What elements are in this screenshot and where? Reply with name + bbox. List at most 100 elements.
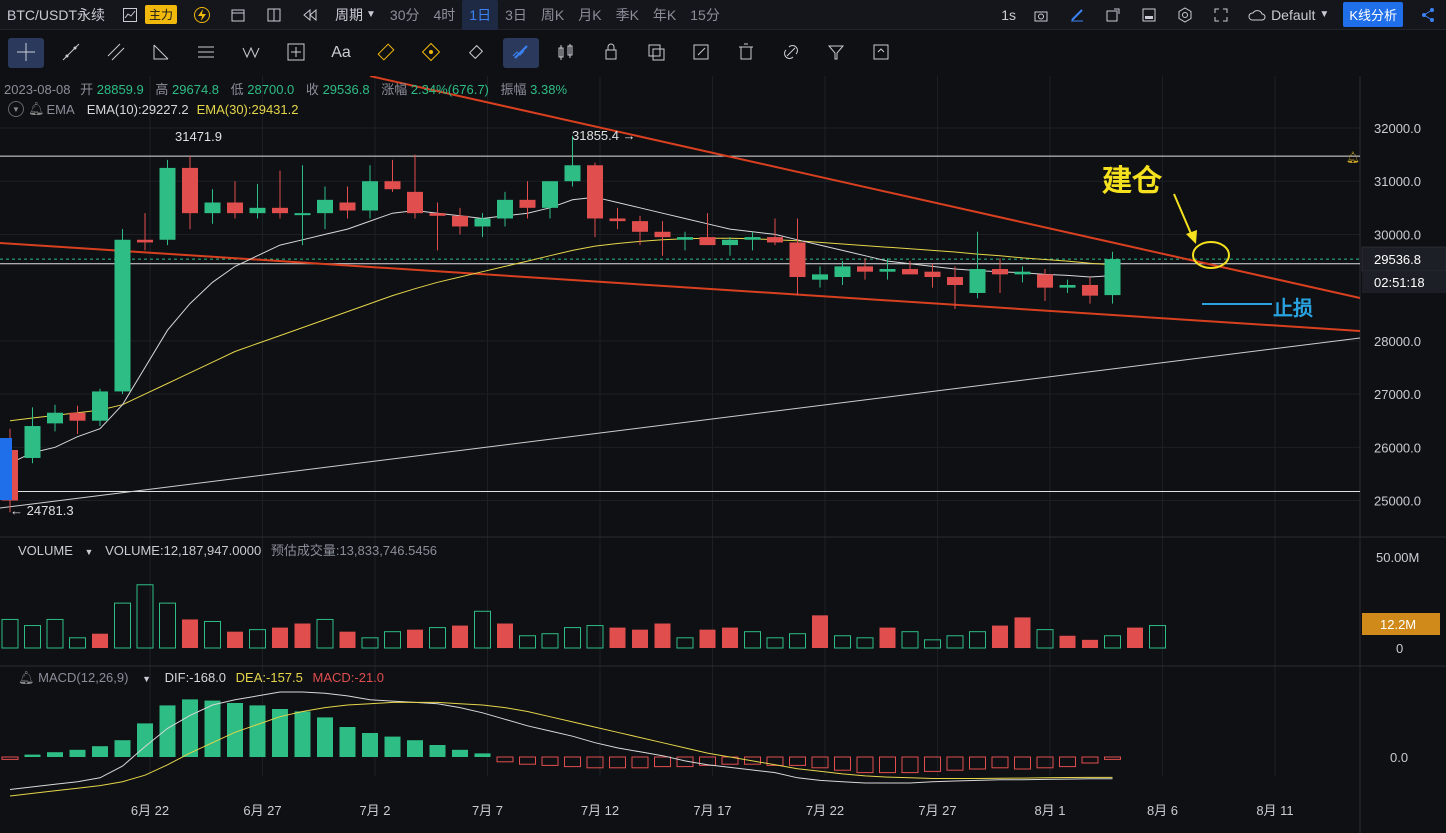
macd-bar: [114, 740, 131, 757]
channel-tool[interactable]: [98, 38, 134, 68]
macd-bar: [586, 756, 604, 769]
volume-bar: [294, 623, 311, 648]
horizontal-lines-icon: [196, 42, 216, 65]
volume-bar: [766, 637, 784, 649]
timeframe-30m[interactable]: 30分: [389, 6, 420, 23]
k-analysis-button[interactable]: K线分析: [1336, 0, 1410, 30]
bell-icon[interactable]: 🔔︎: [28, 101, 45, 116]
macd-bar: [317, 717, 333, 757]
candle-body: [272, 207, 288, 214]
date-label: 7月 22: [806, 803, 844, 818]
volume-bar: [182, 619, 198, 648]
eraser-tool[interactable]: [458, 38, 494, 68]
timeframe-3d[interactable]: 3日: [505, 6, 527, 23]
template-button[interactable]: [1131, 0, 1167, 30]
volume-name: VOLUME: [18, 543, 73, 558]
horizontal-lines-tool[interactable]: [188, 38, 224, 68]
macd-bar: [362, 733, 378, 757]
timeframe-4h[interactable]: 4时: [433, 6, 456, 23]
date-label: 7月 12: [581, 803, 619, 818]
entry-arrow: [1173, 193, 1193, 237]
candle-body: [249, 207, 266, 214]
lock-icon: [601, 42, 621, 65]
angle-tool[interactable]: [143, 38, 179, 68]
symbol-selector[interactable]: BTC/USDT永续: [0, 0, 112, 30]
date-label: 8月 1: [1034, 803, 1065, 818]
filter-tool[interactable]: [818, 38, 854, 68]
refresh-interval[interactable]: 1s: [1001, 6, 1017, 23]
candle-body: [542, 181, 558, 208]
crosshair-tool[interactable]: [8, 38, 44, 68]
wave-tool[interactable]: [233, 38, 269, 68]
replay-button[interactable]: [292, 0, 328, 30]
volume-bar: [519, 635, 536, 649]
candle-body: [339, 202, 356, 211]
macd-bar: [856, 756, 874, 774]
popout-button[interactable]: [1095, 0, 1131, 30]
flash-button[interactable]: [184, 0, 220, 30]
camera-icon: [1030, 4, 1052, 26]
trendline-tool[interactable]: [53, 38, 89, 68]
macd-axis-label: 0.0: [1390, 750, 1408, 765]
delete-tool[interactable]: [728, 38, 764, 68]
chart-area[interactable]: 32000.0 31000.0 30000.0 28000.0 27000.0 26000…: [0, 76, 1446, 833]
chevron-down-icon[interactable]: ▼: [142, 674, 151, 684]
macd-bar: [564, 756, 581, 768]
edit-tool[interactable]: [683, 38, 719, 68]
crosshair-icon: [16, 42, 36, 65]
edit-icon: [691, 42, 711, 65]
high-marker-label: 31855.4 →: [572, 128, 636, 143]
text-tool[interactable]: Aa: [323, 38, 359, 68]
timeframe-month[interactable]: 月K: [578, 6, 602, 23]
candle-body: [834, 266, 851, 278]
screenshot-button[interactable]: [1023, 0, 1059, 30]
volume-tag: [1362, 613, 1440, 635]
current-price-label: 29536.8: [1374, 252, 1421, 267]
magnet-tool[interactable]: [413, 38, 449, 68]
k-analysis-label: K线分析: [1343, 2, 1403, 27]
ema10-line: [9, 196, 1113, 464]
candle-body: [587, 165, 603, 219]
candle-body: [407, 191, 423, 214]
collapse-icon[interactable]: ▼: [8, 101, 24, 117]
measure-tool[interactable]: [278, 38, 314, 68]
link-tool[interactable]: [773, 38, 809, 68]
candle-body: [317, 199, 333, 214]
ema30-value: EMA(30):29431.2: [196, 101, 299, 117]
lock-tool[interactable]: [593, 38, 629, 68]
macd-bar: [1059, 756, 1076, 768]
timeframe-year[interactable]: 年K: [652, 6, 677, 23]
draw-mode-tool[interactable]: [503, 38, 539, 68]
draw-button[interactable]: [1059, 0, 1095, 30]
theme-dropdown[interactable]: Default ▼: [1239, 0, 1336, 30]
fullscreen-button[interactable]: [1203, 0, 1239, 30]
ruler-tool[interactable]: [368, 38, 404, 68]
volume-bar: [407, 629, 423, 648]
indicator-button[interactable]: 主力: [112, 0, 184, 30]
volume-bar: [609, 627, 626, 648]
timeframe-quarter[interactable]: 季K: [615, 6, 639, 23]
dif-value: DIF:-168.0: [164, 670, 227, 685]
amp-value: 3.38%: [530, 82, 568, 97]
copy-tool[interactable]: [638, 38, 674, 68]
copy-icon: [646, 42, 666, 65]
sync-tool[interactable]: [863, 38, 899, 68]
period-dropdown[interactable]: 周期 ▼: [328, 0, 383, 30]
calendar-button[interactable]: [220, 0, 256, 30]
settings-button[interactable]: [1167, 0, 1203, 30]
timeframe-week[interactable]: 周K: [540, 6, 565, 23]
eraser-icon: [466, 42, 486, 65]
text-icon: Aa: [331, 44, 351, 61]
timeframe-15m[interactable]: 15分: [690, 6, 720, 23]
timeframe-1d[interactable]: 1日: [462, 0, 499, 30]
volume-bar: [812, 615, 828, 648]
macd-bar: [496, 756, 514, 763]
candle-body: [677, 237, 693, 240]
candle-body: [227, 202, 243, 214]
chevron-down-icon[interactable]: ▼: [84, 547, 94, 557]
candles-tool[interactable]: [548, 38, 584, 68]
bell-icon[interactable]: 🔔︎: [18, 670, 35, 685]
layout-button[interactable]: [256, 0, 292, 30]
share-button[interactable]: [1410, 0, 1446, 30]
macd-bar: [924, 756, 941, 772]
